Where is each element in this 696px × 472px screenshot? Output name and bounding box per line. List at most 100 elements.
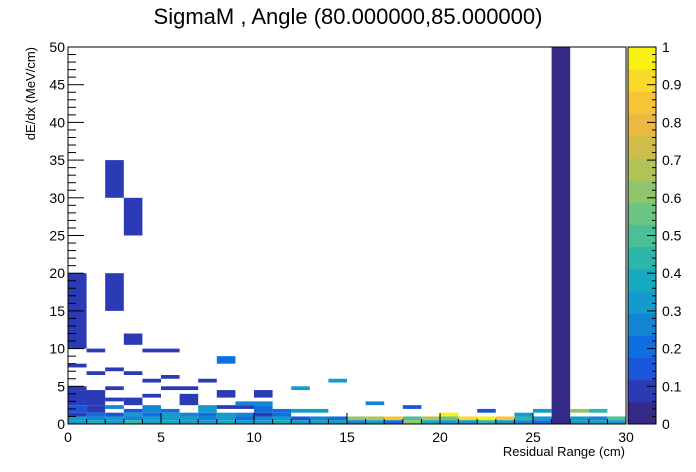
heatmap-cell-58: [123, 416, 143, 421]
heatmap-cell-106: [384, 420, 403, 424]
heatmap-cell-93: [142, 420, 161, 424]
heatmap-cell-2: [123, 197, 143, 236]
heatmap-cell-105: [365, 420, 385, 424]
heatmap-cell-22: [328, 378, 347, 383]
heatmap-cell-30: [105, 397, 124, 402]
heatmap-cell-87: [588, 408, 608, 413]
heatmap-cell-49: [179, 412, 199, 417]
heatmap-cell-36: [161, 408, 180, 413]
y-tick-label: 25: [49, 228, 65, 244]
heatmap-cell-92: [123, 420, 143, 424]
heatmap-cell-104: [347, 420, 366, 424]
heatmap-cell-1: [105, 160, 124, 198]
x-tick-label: 20: [432, 429, 448, 445]
heatmap-cell-94: [161, 420, 180, 424]
heatmap-cell-100: [272, 420, 292, 424]
heatmap-cell-78: [495, 416, 515, 421]
heatmap-cell-46: [123, 412, 143, 417]
heatmap-cell-110: [458, 420, 478, 424]
heatmap-cell-89: [68, 420, 87, 424]
color-scale-label: 0.8: [662, 114, 682, 130]
heatmap-cell-34: [123, 408, 143, 413]
y-tick-label: 15: [49, 303, 65, 319]
heatmap-cell-53: [254, 412, 273, 417]
heatmap-cell-80: [533, 416, 552, 421]
heatmap-cell-102: [309, 420, 329, 424]
heatmap-cell-35: [142, 405, 161, 413]
heatmap-cell-24: [402, 405, 422, 409]
y-tick-label: 20: [49, 265, 65, 281]
heatmap-cell-51: [216, 412, 236, 417]
heatmap-cell-73: [402, 416, 422, 421]
heatmap-cell-77: [477, 416, 496, 421]
y-tick-label: 0: [57, 416, 65, 432]
color-scale-swatch: [628, 69, 656, 92]
color-scale-swatch: [628, 157, 656, 181]
heatmap-cell-26: [68, 390, 106, 406]
x-axis-label: Residual Range (cm): [503, 444, 625, 459]
y-tick-label: 30: [49, 190, 65, 206]
heatmap-cell-115: [570, 420, 589, 424]
heatmap-cell-109: [440, 420, 459, 424]
heatmap-cell-71: [365, 416, 385, 421]
color-scale-label: 0.4: [662, 265, 682, 281]
chart-title: SigmaM , Angle (80.000000,85.000000): [154, 4, 543, 29]
y-tick-label: 45: [49, 77, 65, 93]
heatmap-cell-44: [86, 412, 106, 417]
heatmap-cell-20: [254, 390, 273, 398]
heatmap-cell-29: [142, 393, 161, 398]
y-tick-label: 50: [49, 39, 65, 55]
heatmap-cell-84: [440, 412, 459, 417]
heatmap-cell-11: [123, 371, 143, 375]
color-scale-label: 0: [662, 416, 670, 432]
heatmap-cell-107: [402, 420, 422, 424]
heatmap-cell-98: [235, 420, 254, 424]
heatmap-cell-38: [216, 405, 254, 409]
color-scale-swatch: [628, 268, 656, 292]
y-tick-label: 40: [49, 114, 65, 130]
x-tick-label: 5: [157, 429, 165, 445]
color-scale-label: 0.9: [662, 77, 682, 93]
heatmap-cell-99: [254, 420, 273, 424]
heatmap-cell-76: [458, 416, 478, 421]
heatmap-cell-23: [365, 401, 385, 406]
heatmap-cell-85: [514, 412, 533, 417]
color-scale-swatch: [628, 113, 656, 137]
heatmap-cell-16: [68, 386, 87, 391]
heatmap-cell-47: [142, 412, 161, 417]
heatmap-cell-117: [607, 420, 626, 424]
heatmap-cell-75: [440, 416, 459, 421]
heatmap-cell-50: [198, 412, 217, 417]
heatmap-cell-27: [123, 397, 143, 406]
color-scale-label: 0.1: [662, 378, 682, 394]
heatmap-cell-96: [198, 420, 217, 424]
y-tick-label: 35: [49, 152, 65, 168]
x-tick-label: 30: [618, 429, 634, 445]
color-scale-label: 0.6: [662, 190, 682, 206]
x-tick-label: 15: [339, 429, 355, 445]
plot-frame: [67, 46, 627, 425]
heatmap-cell-59: [142, 416, 161, 421]
heatmap-cell-39: [235, 401, 273, 406]
heatmap-cell-0: [551, 47, 571, 424]
heatmap-cell-81: [570, 416, 589, 421]
y-tick-label: 5: [57, 378, 65, 394]
heatmap-cell-111: [477, 420, 496, 424]
heatmap-cell-52: [235, 412, 254, 417]
color-scale-swatch: [628, 357, 656, 381]
heatmap-cell-45: [105, 412, 124, 417]
heatmap-cell-43: [68, 412, 87, 417]
heatmap-cell-95: [179, 420, 199, 424]
heatmap-cell-70: [347, 416, 366, 421]
heatmap-cell-8: [68, 363, 87, 368]
color-scale-swatch: [628, 224, 656, 248]
heatmap-cell-91: [105, 420, 124, 424]
color-scale-label: 0.3: [662, 303, 682, 319]
heatmap-cell-86: [570, 408, 589, 413]
heatmap-cell-57: [105, 416, 124, 421]
heatmap-cell-4: [105, 273, 124, 311]
color-scale-label: 0.2: [662, 341, 682, 357]
heatmap-cell-101: [291, 420, 310, 424]
color-scale-swatch: [628, 91, 656, 115]
